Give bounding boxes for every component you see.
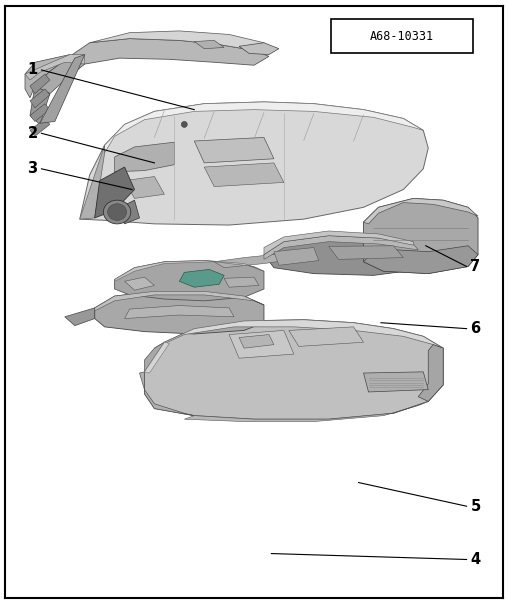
Polygon shape [179, 269, 224, 287]
Polygon shape [144, 342, 169, 373]
Polygon shape [364, 372, 428, 392]
Text: 1: 1 [27, 62, 38, 77]
Polygon shape [105, 102, 423, 153]
Polygon shape [224, 277, 259, 287]
Ellipse shape [104, 200, 131, 224]
Polygon shape [144, 320, 443, 419]
Polygon shape [35, 56, 85, 94]
Polygon shape [115, 260, 264, 301]
Polygon shape [364, 246, 478, 274]
Polygon shape [144, 342, 165, 372]
Polygon shape [184, 402, 428, 422]
Polygon shape [124, 306, 234, 318]
Polygon shape [40, 54, 85, 123]
Polygon shape [80, 145, 105, 219]
Polygon shape [418, 345, 443, 402]
Polygon shape [25, 54, 85, 80]
Polygon shape [25, 54, 70, 98]
Polygon shape [30, 89, 50, 108]
Polygon shape [30, 86, 50, 124]
Polygon shape [94, 291, 264, 311]
Text: 3: 3 [27, 161, 38, 176]
Polygon shape [140, 372, 194, 416]
Polygon shape [124, 277, 154, 290]
Bar [331, 19, 473, 53]
Text: 4: 4 [470, 552, 481, 567]
Polygon shape [264, 236, 428, 275]
Polygon shape [30, 104, 50, 121]
Polygon shape [364, 198, 478, 224]
Polygon shape [289, 327, 364, 346]
Text: A68-10331: A68-10331 [370, 30, 434, 43]
Polygon shape [94, 291, 264, 334]
Polygon shape [214, 254, 294, 268]
Polygon shape [30, 74, 50, 94]
Circle shape [181, 121, 187, 127]
Polygon shape [194, 40, 224, 49]
Polygon shape [30, 118, 50, 137]
Polygon shape [194, 138, 274, 163]
Polygon shape [239, 43, 279, 54]
Polygon shape [80, 102, 428, 225]
Polygon shape [90, 31, 269, 50]
Ellipse shape [108, 204, 126, 220]
Polygon shape [115, 260, 264, 281]
Polygon shape [70, 39, 269, 65]
Polygon shape [274, 248, 319, 265]
Polygon shape [239, 335, 274, 348]
Polygon shape [204, 163, 284, 187]
Text: 6: 6 [470, 321, 481, 336]
Polygon shape [94, 167, 135, 218]
Text: 5: 5 [470, 499, 481, 514]
Text: 7: 7 [470, 259, 481, 274]
Polygon shape [124, 176, 165, 198]
Polygon shape [229, 330, 294, 358]
Polygon shape [65, 308, 94, 326]
Polygon shape [329, 246, 403, 259]
Polygon shape [115, 200, 140, 224]
Polygon shape [115, 142, 174, 172]
Polygon shape [264, 231, 414, 255]
Polygon shape [264, 236, 418, 259]
Text: 2: 2 [27, 126, 38, 141]
Polygon shape [154, 320, 443, 348]
Polygon shape [364, 198, 478, 274]
